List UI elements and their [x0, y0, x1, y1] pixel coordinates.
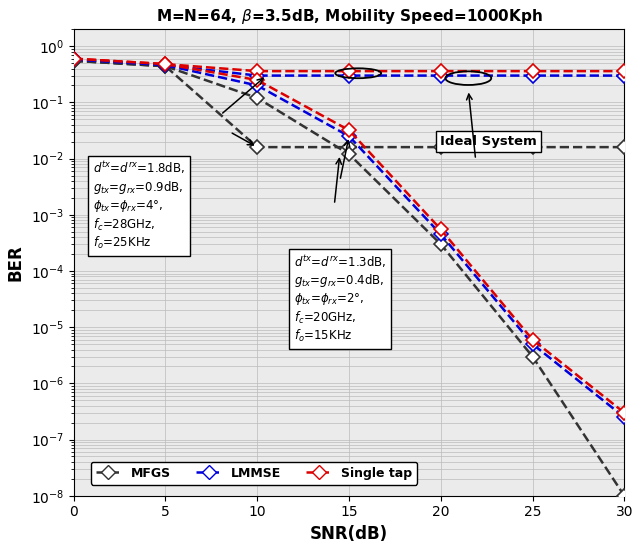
Title: M=N=64, $\beta$=3.5dB, Mobility Speed=1000Kph: M=N=64, $\beta$=3.5dB, Mobility Speed=10…	[156, 7, 543, 26]
X-axis label: SNR(dB): SNR(dB)	[310, 525, 388, 543]
Text: $d^{tx}$=$d^{rx}$=1.3dB,
$g_{tx}$=$g_{rx}$=0.4dB,
$\phi_{tx}$=$\phi_{rx}$=2°,
$f: $d^{tx}$=$d^{rx}$=1.3dB, $g_{tx}$=$g_{rx…	[294, 253, 387, 344]
Text: $d^{tx}$=$d^{rx}$=1.8dB,
$g_{tx}$=$g_{rx}$=0.9dB,
$\phi_{tx}$=$\phi_{rx}$=4°,
$f: $d^{tx}$=$d^{rx}$=1.8dB, $g_{tx}$=$g_{rx…	[93, 160, 185, 251]
Y-axis label: BER: BER	[7, 244, 25, 281]
Text: Ideal System: Ideal System	[440, 135, 536, 148]
Legend: MFGS, LMMSE, Single tap: MFGS, LMMSE, Single tap	[91, 462, 417, 485]
